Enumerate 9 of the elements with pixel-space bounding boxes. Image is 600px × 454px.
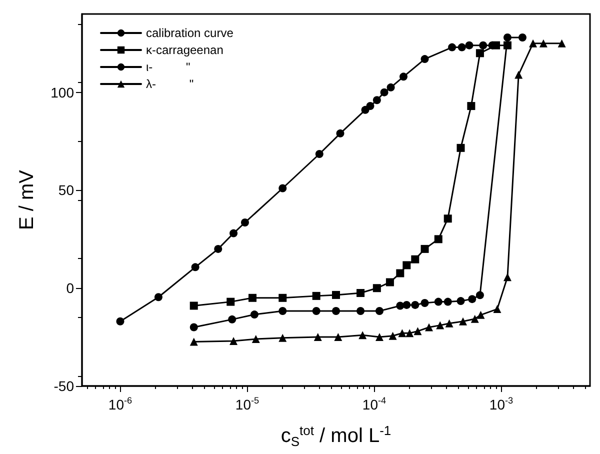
legend-label: κ-carrageenan xyxy=(146,43,224,57)
y-tick-label: 50 xyxy=(58,182,74,198)
y-tick-label: -50 xyxy=(54,378,74,394)
legend-label: ι- " xyxy=(146,60,190,74)
y-tick-label: 0 xyxy=(66,280,74,296)
legend-label: λ- " xyxy=(146,77,194,91)
y-axis-title: E / mV xyxy=(16,169,38,230)
legend-label: calibration curve xyxy=(146,26,234,40)
y-tick-label: 100 xyxy=(50,84,74,100)
